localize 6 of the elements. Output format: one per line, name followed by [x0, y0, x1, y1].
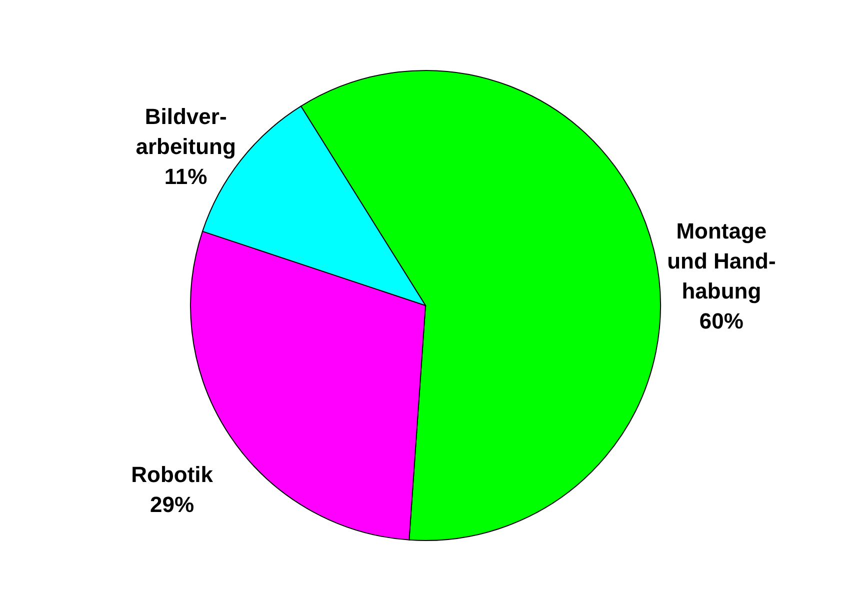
data-label: 11%: [164, 164, 208, 189]
slice-label: Robotik: [131, 462, 214, 488]
slice-label: Montage und Hand-habung: [667, 218, 776, 304]
slice-label: Bildver-arbeitung: [136, 104, 236, 159]
data-label: 60%: [699, 308, 744, 334]
data-label: 29%: [150, 492, 194, 518]
